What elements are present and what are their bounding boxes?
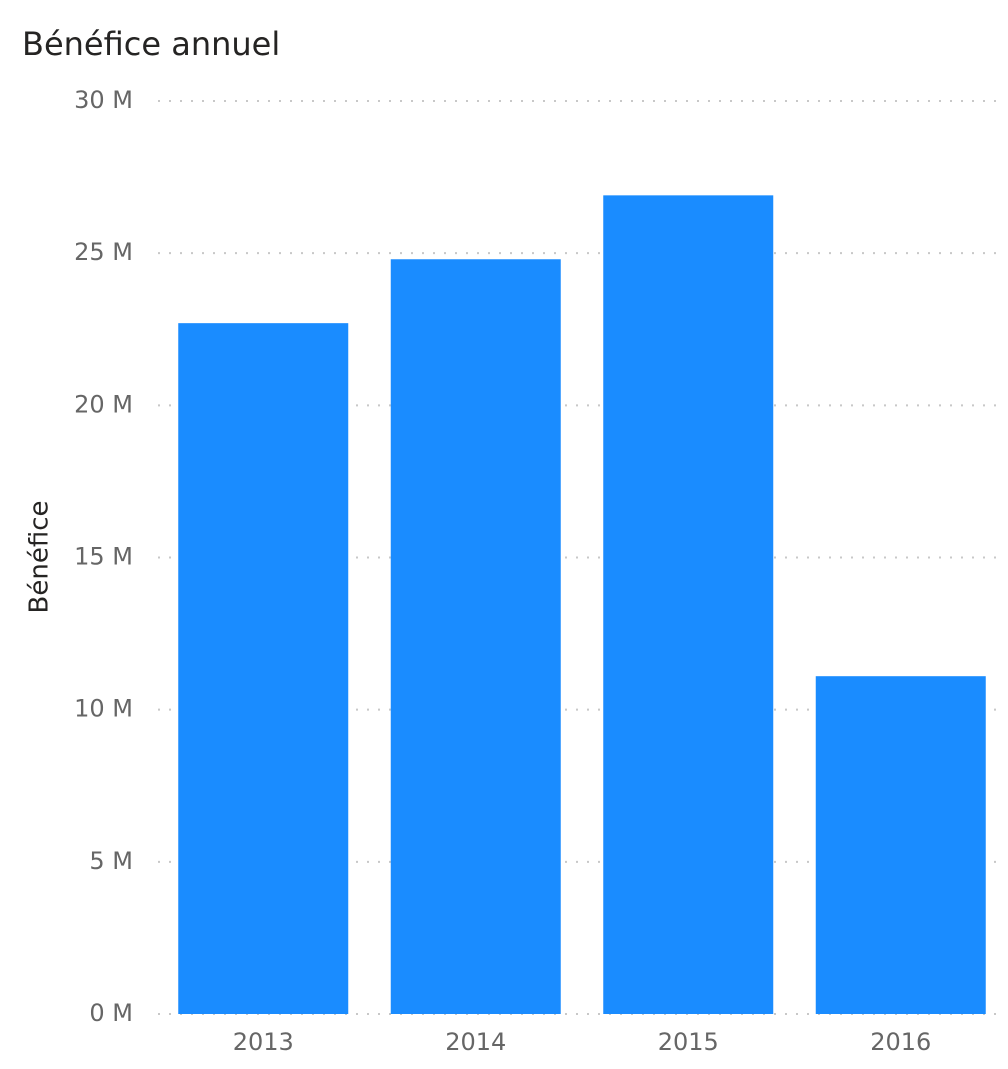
y-tick-label: 10 M — [74, 695, 133, 723]
x-tick-label: 2014 — [445, 1028, 506, 1056]
bar — [178, 323, 349, 1014]
y-axis-label: Bénéfice — [25, 501, 55, 614]
y-tick-label: 20 M — [74, 390, 133, 418]
y-tick-label: 0 M — [89, 999, 133, 1027]
bar — [815, 676, 986, 1014]
x-tick-label: 2015 — [658, 1028, 719, 1056]
bar — [603, 195, 774, 1015]
y-tick-label: 15 M — [74, 543, 133, 571]
x-tick-label: 2013 — [233, 1028, 294, 1056]
y-tick-label: 5 M — [89, 847, 133, 875]
x-tick-label: 2016 — [870, 1028, 931, 1056]
bar — [390, 259, 561, 1015]
y-tick-label: 30 M — [74, 86, 133, 114]
chart-title: Bénéfice annuel — [22, 25, 280, 63]
y-tick-label: 25 M — [74, 238, 133, 266]
